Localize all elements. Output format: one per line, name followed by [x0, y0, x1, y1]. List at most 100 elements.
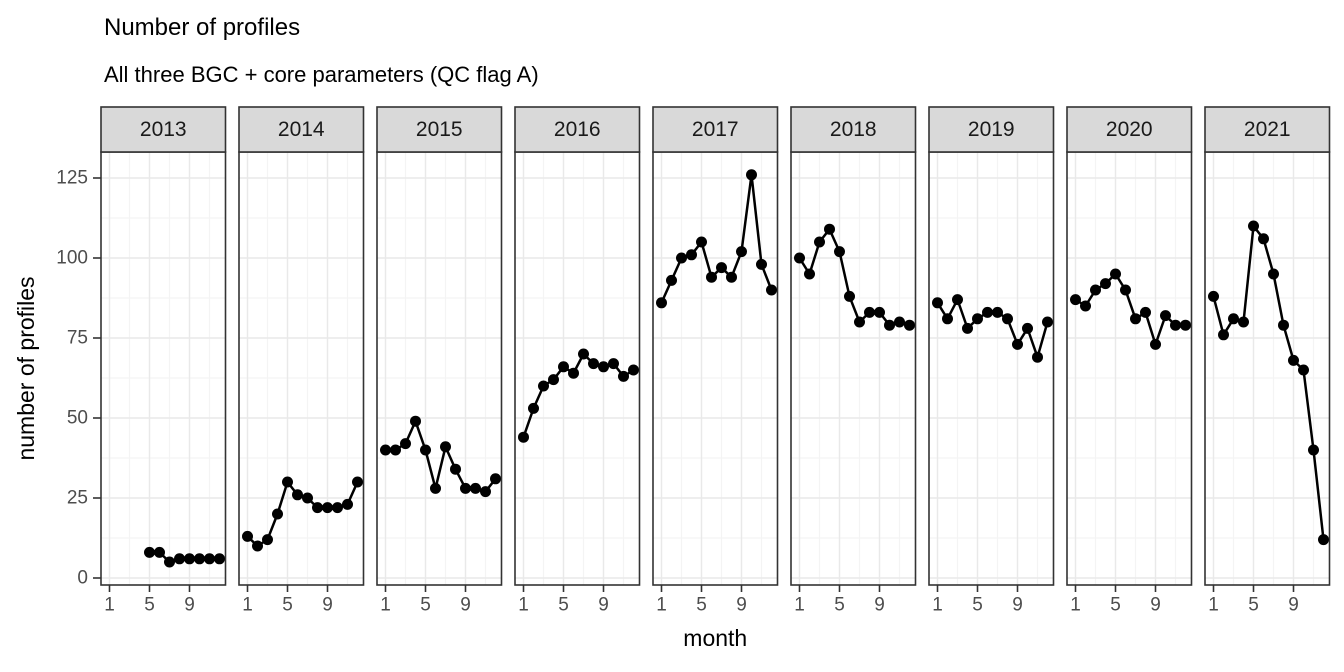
facet-label: 2018	[830, 118, 877, 141]
data-point	[804, 268, 815, 280]
data-point	[214, 553, 225, 565]
x-tick-label: 5	[834, 595, 845, 616]
data-point	[1070, 294, 1081, 306]
data-point	[666, 274, 677, 286]
data-point	[942, 313, 953, 325]
data-point	[1012, 338, 1023, 350]
data-point	[1228, 313, 1239, 325]
data-point	[884, 319, 895, 331]
facet-strip	[100, 106, 227, 153]
x-tick-label: 1	[104, 595, 115, 616]
data-point	[588, 358, 599, 370]
data-point	[982, 306, 993, 318]
data-point	[1318, 534, 1329, 546]
y-axis-title: number of profiles	[13, 276, 39, 460]
data-point	[1002, 313, 1013, 325]
x-tick-label: 9	[1012, 595, 1023, 616]
chart-subtitle: All three BGC + core parameters (QC flag…	[104, 62, 539, 87]
panel-background	[929, 152, 1054, 585]
y-tick-label: 0	[77, 568, 88, 589]
x-tick-label: 9	[184, 595, 195, 616]
data-point	[480, 486, 491, 498]
facet-panel-2020: 2020 1 5 9	[1066, 106, 1193, 616]
data-point	[1170, 319, 1181, 331]
data-point	[1130, 313, 1141, 325]
data-point	[1110, 268, 1121, 280]
data-point	[962, 322, 973, 334]
panel-background	[239, 152, 364, 585]
data-point	[1298, 364, 1309, 376]
data-point	[834, 246, 845, 258]
data-point	[420, 444, 431, 456]
facet-panel-2019: 2019 1 5 9	[928, 106, 1055, 616]
facet-strip	[652, 106, 779, 153]
data-point	[242, 530, 253, 542]
x-tick-label: 5	[558, 595, 569, 616]
data-point	[766, 284, 777, 296]
facet-strip	[1066, 106, 1193, 153]
facet-panel-2014: 2014 1 5 9	[238, 106, 365, 616]
y-tick-label: 125	[56, 168, 88, 189]
panel-background	[1205, 152, 1330, 585]
data-point	[1308, 444, 1319, 456]
data-point	[538, 380, 549, 392]
x-tick-label: 9	[322, 595, 333, 616]
panel-background	[653, 152, 778, 585]
x-tick-label: 9	[460, 595, 471, 616]
data-point	[184, 553, 195, 565]
facet-label: 2019	[968, 118, 1015, 141]
data-point	[1248, 220, 1259, 232]
data-point	[1100, 278, 1111, 290]
facet-strip	[1204, 106, 1331, 153]
data-point	[252, 540, 263, 552]
facet-strip	[790, 106, 917, 153]
x-tick-label: 1	[242, 595, 253, 616]
x-tick-label: 1	[1208, 595, 1219, 616]
data-point	[972, 313, 983, 325]
data-point	[952, 294, 963, 306]
data-point	[814, 236, 825, 248]
data-point	[932, 297, 943, 309]
data-point	[400, 438, 411, 450]
data-point	[894, 316, 905, 328]
data-point	[460, 482, 471, 494]
facet-label: 2021	[1244, 118, 1291, 141]
facet-strip	[376, 106, 503, 153]
data-point	[706, 271, 717, 283]
data-point	[292, 489, 303, 501]
facet-label: 2015	[416, 118, 463, 141]
data-point	[874, 306, 885, 318]
x-tick-label: 9	[1288, 595, 1299, 616]
x-tick-label: 9	[736, 595, 747, 616]
data-point	[174, 553, 185, 565]
data-point	[736, 246, 747, 258]
x-tick-label: 1	[1070, 595, 1081, 616]
data-point	[332, 502, 343, 514]
data-point	[1022, 322, 1033, 334]
y-tick-label: 25	[67, 488, 88, 509]
data-point	[390, 444, 401, 456]
data-point	[726, 271, 737, 283]
x-tick-label: 5	[1110, 595, 1121, 616]
data-point	[1180, 319, 1191, 331]
facet-label: 2013	[140, 118, 187, 141]
x-tick-label: 1	[932, 595, 943, 616]
data-point	[204, 553, 215, 565]
data-point	[282, 476, 293, 488]
x-tick-label: 5	[420, 595, 431, 616]
data-point	[450, 463, 461, 475]
data-point	[272, 508, 283, 520]
panel-background	[1067, 152, 1192, 585]
y-tick-label: 100	[56, 248, 88, 269]
x-tick-label: 9	[874, 595, 885, 616]
panel-background	[791, 152, 916, 585]
facet-panel-2018: 2018 1 5 9	[790, 106, 917, 616]
data-point	[470, 482, 481, 494]
data-point	[578, 348, 589, 360]
data-point	[676, 252, 687, 264]
data-point	[262, 534, 273, 546]
facet-label: 2020	[1106, 118, 1153, 141]
facet-label: 2014	[278, 118, 325, 141]
data-point	[844, 290, 855, 302]
data-point	[628, 364, 639, 376]
